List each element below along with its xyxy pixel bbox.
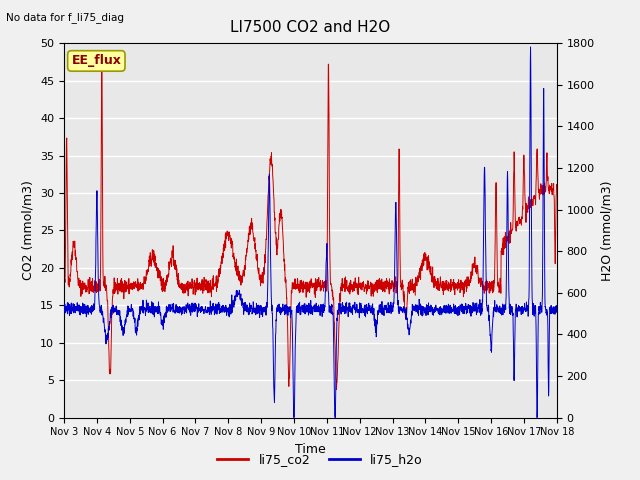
Text: No data for f_li75_diag: No data for f_li75_diag <box>6 12 124 23</box>
Legend: li75_co2, li75_h2o: li75_co2, li75_h2o <box>212 448 428 471</box>
Y-axis label: H2O (mmol/m3): H2O (mmol/m3) <box>600 180 613 281</box>
Title: LI7500 CO2 and H2O: LI7500 CO2 and H2O <box>230 20 390 35</box>
Text: EE_flux: EE_flux <box>72 54 121 67</box>
X-axis label: Time: Time <box>295 443 326 456</box>
Y-axis label: CO2 (mmol/m3): CO2 (mmol/m3) <box>22 180 35 280</box>
